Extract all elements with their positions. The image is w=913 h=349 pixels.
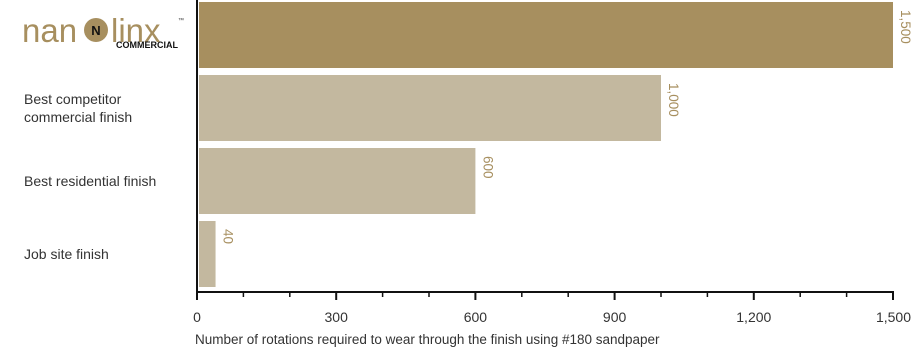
svg-text:linx: linx	[111, 12, 161, 49]
nanolinx-commercial-logo: nan N linx ™ COMMERCIAL	[22, 12, 184, 50]
bar-value-label: 1,000	[666, 83, 681, 117]
x-axis-ticks: 0 300 600 900 1,200 1,500	[193, 292, 911, 325]
x-axis-title: Number of rotations required to wear thr…	[195, 332, 660, 347]
x-tick-label: 1,500	[876, 309, 911, 325]
category-label: commercial finish	[24, 109, 132, 125]
category-label: Best residential finish	[24, 173, 156, 189]
logo-n-glyph: N	[91, 23, 100, 38]
logo-word-suffix: linx	[111, 12, 161, 49]
logo-trademark: ™	[178, 17, 184, 24]
category-label: Best competitor	[24, 91, 122, 107]
svg-text:nan: nan	[22, 12, 77, 49]
x-tick-label: 0	[193, 309, 201, 325]
bars	[199, 2, 893, 287]
bar-value-label: 1,500	[898, 10, 913, 44]
category-label: Job site finish	[24, 246, 109, 262]
x-tick-label: 600	[464, 309, 488, 325]
x-tick-label: 900	[603, 309, 627, 325]
x-tick-label: 1,200	[736, 309, 771, 325]
logo-subtitle: COMMERCIAL	[116, 40, 178, 50]
bar	[199, 2, 893, 68]
bar	[199, 75, 661, 141]
bar-value-label: 40	[221, 229, 236, 244]
logo-o-circle	[84, 18, 108, 42]
bar	[199, 148, 476, 214]
bar-value-label: 600	[480, 156, 495, 179]
category-labels: Best competitor commercial finish Best res…	[24, 91, 156, 262]
x-tick-label: 300	[325, 309, 349, 325]
data-labels: 1,500 1,000 600 40	[221, 10, 913, 244]
logo-word-prefix: nan	[22, 12, 77, 49]
bar	[199, 221, 216, 287]
